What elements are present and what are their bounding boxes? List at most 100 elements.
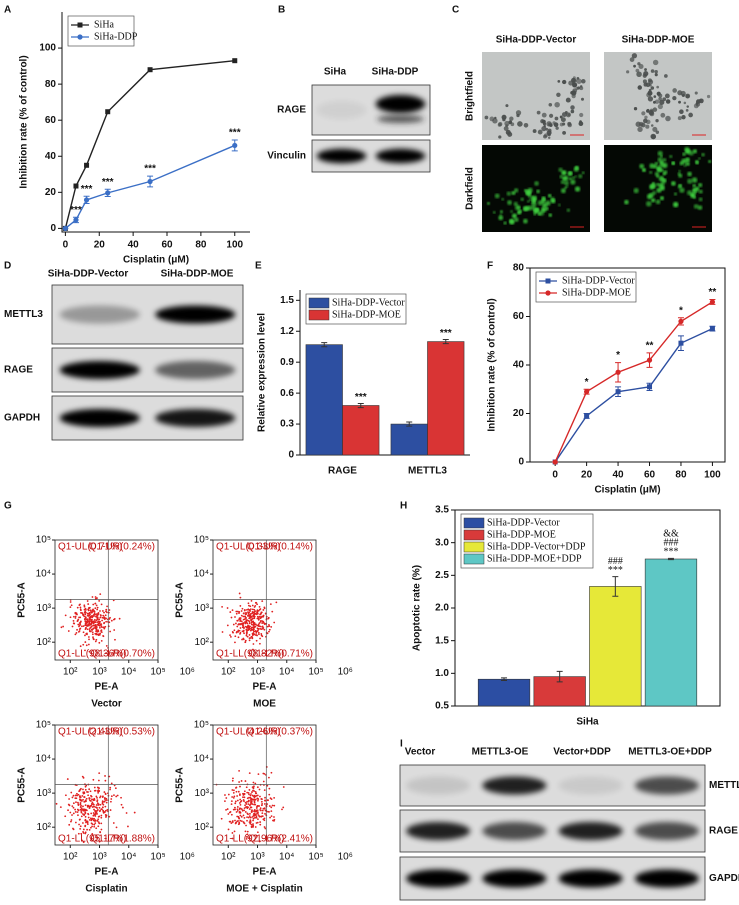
event-dot — [255, 601, 258, 604]
event-dot — [93, 786, 96, 789]
event-dot — [237, 819, 239, 822]
cell — [695, 190, 699, 193]
event-dot — [90, 620, 93, 622]
event-dot — [89, 623, 92, 626]
quadrant-label: Q1-LL(98.36%) — [58, 649, 126, 660]
event-dot — [103, 800, 106, 803]
event-dot — [270, 771, 273, 774]
event-dot — [246, 805, 248, 808]
event-dot — [78, 604, 81, 606]
cell — [669, 154, 673, 159]
micrograph — [604, 145, 712, 232]
event-dot — [248, 808, 251, 810]
event-dot — [230, 822, 233, 825]
panel-label: G — [4, 501, 12, 512]
cell — [652, 126, 658, 132]
cell — [645, 124, 650, 129]
event-dot — [83, 604, 86, 607]
event-dot — [83, 796, 86, 798]
event-dot — [84, 641, 87, 643]
cell — [652, 107, 658, 112]
event-dot — [74, 617, 77, 619]
cell — [655, 199, 661, 205]
bar — [427, 341, 465, 456]
blot-band — [155, 305, 236, 324]
event-dot — [88, 628, 91, 630]
event-dot — [72, 812, 75, 815]
event-dot — [99, 796, 101, 799]
cell — [650, 183, 656, 189]
cell — [687, 178, 693, 184]
y-tick-label: 0.6 — [280, 388, 294, 399]
event-dot — [85, 611, 87, 614]
event-dot — [96, 608, 99, 611]
significance: * — [616, 350, 620, 361]
cell — [626, 70, 630, 74]
cell — [650, 124, 654, 127]
event-dot — [109, 800, 112, 803]
event-dot — [253, 623, 255, 626]
x-tick-label: 10⁵ — [150, 852, 165, 863]
event-dot — [104, 793, 107, 795]
event-dot — [239, 627, 242, 629]
event-dot — [91, 615, 94, 618]
cell — [536, 110, 541, 115]
event-dot — [93, 610, 96, 613]
event-dot — [258, 642, 261, 645]
event-dot — [76, 794, 79, 797]
event-dot — [101, 616, 104, 619]
event-dot — [243, 807, 246, 810]
cell — [564, 180, 569, 186]
event-dot — [260, 798, 263, 800]
event-dot — [91, 631, 94, 634]
micrograph-bg — [482, 145, 590, 232]
event-dot — [253, 785, 255, 788]
chart: 0.5 1.0 1.5 2.0 2.5 3.0 3.5 Apoptotic rate (%) S… — [412, 505, 721, 728]
event-dot — [91, 806, 94, 808]
x-axis-label: PE-A — [253, 682, 277, 693]
event-dot — [250, 618, 253, 621]
event-dot — [251, 604, 254, 607]
event-dot — [76, 811, 79, 814]
cell — [537, 200, 544, 206]
event-dot — [77, 832, 80, 835]
event-dot — [225, 808, 227, 811]
event-dot — [91, 629, 94, 631]
cell — [547, 128, 552, 133]
cell — [574, 175, 578, 178]
event-dot — [78, 628, 81, 630]
cell — [572, 176, 575, 179]
event-dot — [253, 790, 255, 792]
cell — [511, 190, 516, 196]
event-dot — [81, 794, 84, 797]
event-dot — [239, 819, 242, 822]
event-dot — [240, 620, 243, 623]
event-dot — [102, 617, 105, 619]
event-dot — [264, 812, 266, 815]
cell — [573, 166, 579, 172]
event-dot — [94, 624, 97, 626]
event-dot — [74, 611, 77, 614]
event-dot — [236, 806, 239, 808]
event-dot — [77, 623, 80, 626]
event-dot — [82, 828, 85, 831]
significance: * — [585, 377, 589, 388]
cell — [681, 93, 685, 98]
event-dot — [74, 794, 77, 797]
cell — [652, 190, 657, 195]
event-dot — [243, 796, 246, 799]
event-dot — [232, 796, 235, 799]
event-dot — [103, 798, 106, 800]
event-dot — [104, 625, 107, 628]
cell — [655, 118, 659, 123]
cell — [556, 92, 561, 98]
event-dot — [257, 624, 260, 627]
blot-band — [59, 409, 140, 427]
event-dot — [239, 623, 242, 626]
cell — [506, 191, 511, 196]
cell — [547, 136, 551, 140]
row-label: GAPDH — [709, 873, 739, 884]
cell — [498, 215, 504, 221]
cell — [529, 198, 532, 202]
event-dot — [93, 789, 96, 792]
